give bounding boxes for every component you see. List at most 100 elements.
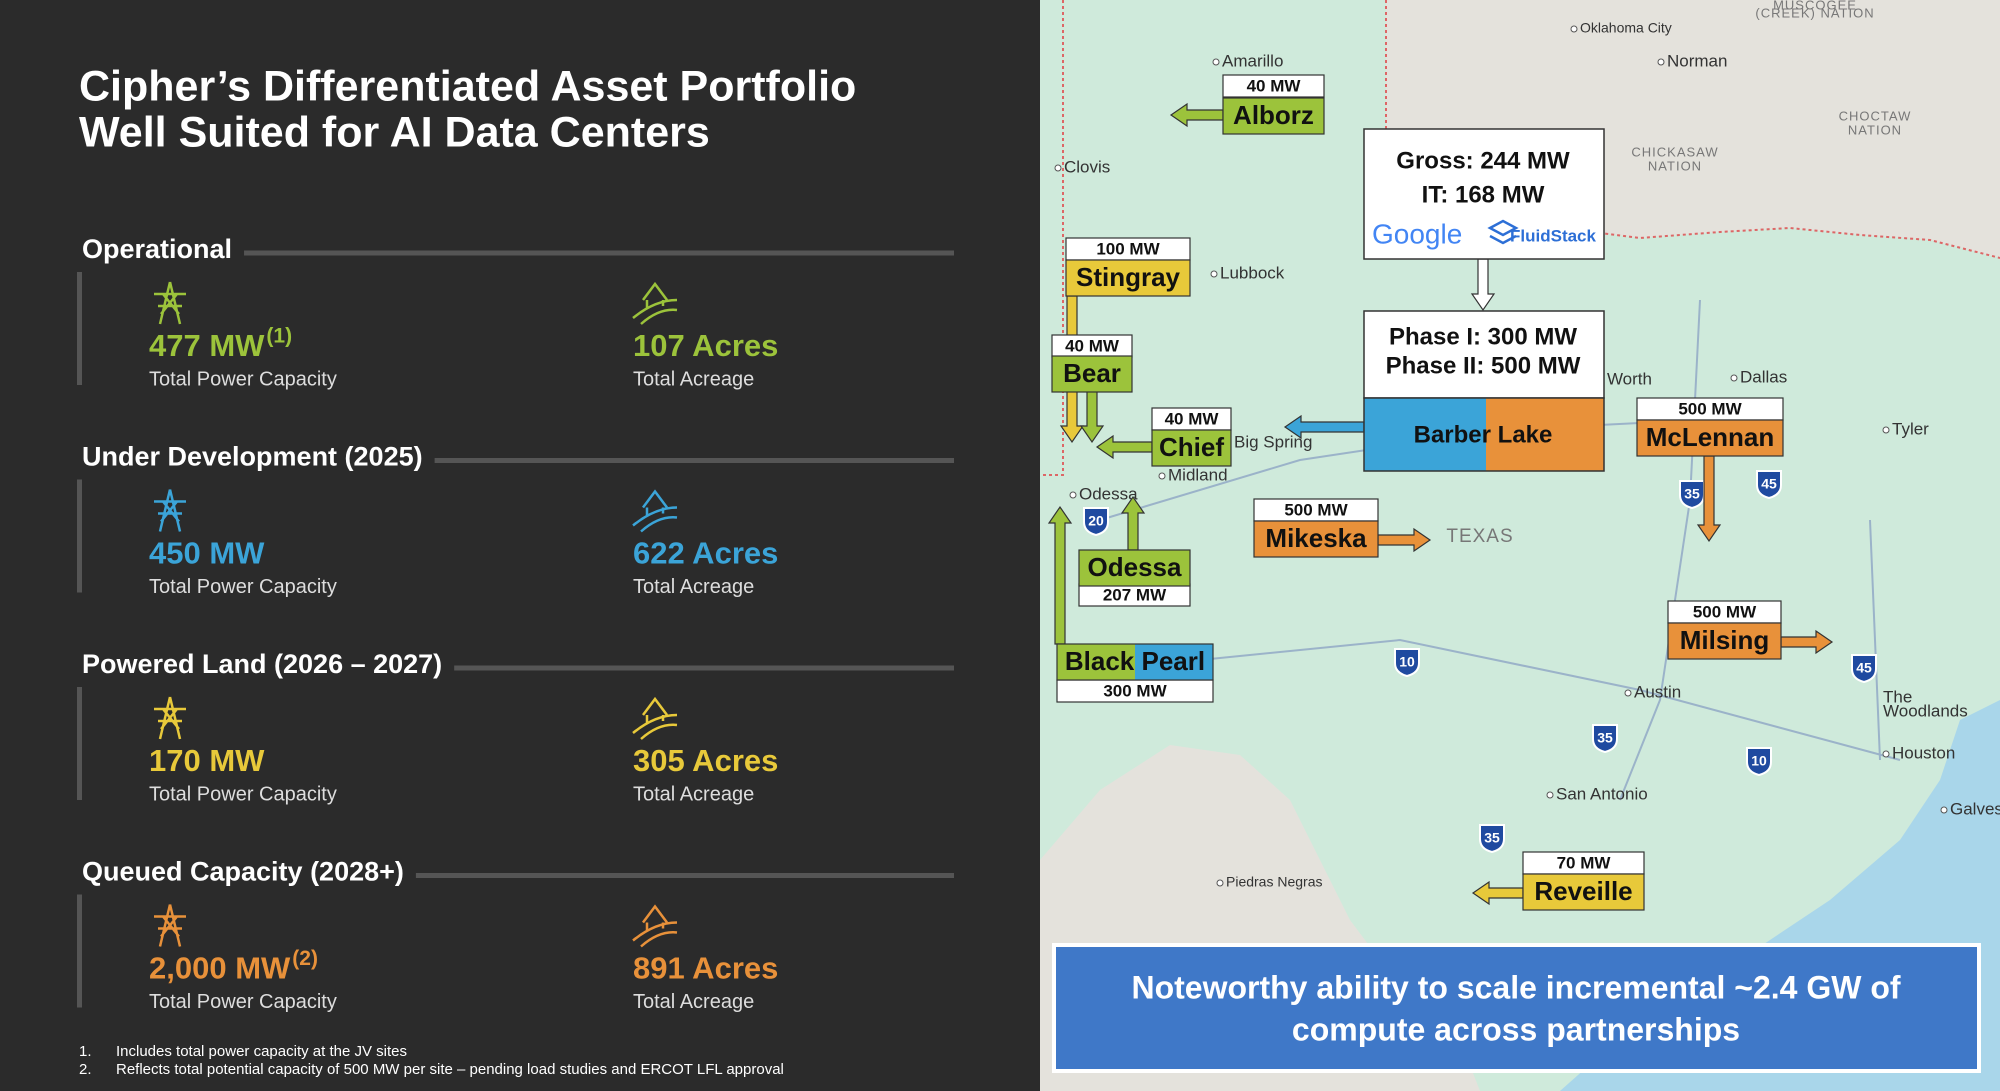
site-mw: 500 MW bbox=[1693, 602, 1757, 621]
site-mw: 40 MW bbox=[1165, 409, 1220, 428]
place-dot bbox=[1570, 25, 1578, 33]
state-border bbox=[1040, 0, 1064, 476]
jv-gross: Gross: 244 MW bbox=[1396, 147, 1570, 174]
site-mw: 70 MW bbox=[1557, 853, 1612, 872]
phase: Phase II: 500 MW bbox=[1386, 352, 1581, 379]
place-label: Midland bbox=[1168, 465, 1228, 484]
site-mw-box bbox=[1222, 74, 1325, 98]
arrow bbox=[1079, 389, 1105, 444]
place-dot bbox=[1210, 270, 1218, 278]
place-label: MUSCOGEE bbox=[1773, 0, 1857, 12]
site-name: Milsing bbox=[1680, 625, 1770, 655]
arrow bbox=[1120, 495, 1146, 551]
power-value: 2,000 MW bbox=[149, 951, 291, 986]
section-header: Queued Capacity (2028+) bbox=[82, 857, 404, 887]
callout-text: Noteworthy ability to scale incremental … bbox=[1131, 969, 1900, 1005]
place-label: Woodlands bbox=[1883, 701, 1968, 720]
site-box bbox=[1065, 259, 1191, 297]
interstate-shield bbox=[1756, 470, 1782, 500]
site-mw: 40 MW bbox=[1065, 336, 1120, 355]
arrow bbox=[1169, 102, 1224, 128]
place-dot bbox=[1054, 164, 1062, 172]
power-icon bbox=[154, 696, 186, 740]
place-dot bbox=[1940, 806, 1948, 814]
power-value: 450 MW bbox=[149, 536, 265, 571]
footnote-text: Includes total power capacity at the JV … bbox=[116, 1043, 407, 1060]
acreage-icon bbox=[632, 904, 678, 948]
callout-box bbox=[1052, 943, 1981, 1073]
power-label: Total Power Capacity bbox=[149, 991, 337, 1013]
shield-number: 45 bbox=[1856, 660, 1872, 676]
acreage-value: 107 Acres bbox=[633, 328, 778, 363]
section-bar bbox=[77, 479, 82, 593]
left-panel bbox=[0, 0, 1040, 1091]
power-label: Total Power Capacity bbox=[149, 368, 337, 390]
site-mw: 40 MW bbox=[1247, 76, 1302, 95]
place-label: NATION bbox=[1848, 122, 1902, 137]
shield-number: 35 bbox=[1684, 486, 1700, 502]
place-label: Galves bbox=[1950, 799, 2000, 818]
place-dot bbox=[1158, 472, 1166, 480]
site-mw: 500 MW bbox=[1678, 399, 1742, 418]
section-header: Powered Land (2026 – 2027) bbox=[82, 649, 442, 679]
title: Cipher’s Differentiated Asset Portfolio bbox=[79, 62, 856, 110]
power-label: Total Power Capacity bbox=[149, 576, 337, 598]
place-label: NATION bbox=[1648, 158, 1702, 173]
acreage-label: Total Acreage bbox=[633, 576, 754, 598]
arrow bbox=[1471, 880, 1524, 906]
place-label: Lubbock bbox=[1220, 263, 1285, 282]
partner: FluidStack bbox=[1510, 226, 1597, 245]
place-label: Clovis bbox=[1064, 157, 1110, 176]
acreage-label: Total Acreage bbox=[633, 991, 754, 1013]
place-label: The bbox=[1883, 687, 1912, 706]
power-icon bbox=[154, 281, 186, 325]
site-outline bbox=[1056, 643, 1214, 681]
site-box bbox=[1636, 419, 1784, 457]
place-label: Dallas bbox=[1740, 367, 1787, 386]
place-label: San Antonio bbox=[1556, 784, 1648, 803]
site-name: Black Pearl bbox=[1065, 646, 1205, 676]
acreage-value: 891 Acres bbox=[633, 951, 778, 986]
site-name: Alborz bbox=[1233, 100, 1314, 130]
arrow bbox=[1095, 434, 1153, 460]
section-bar bbox=[77, 687, 82, 800]
power-note: (2) bbox=[292, 947, 318, 970]
place-dot bbox=[1882, 426, 1890, 434]
site-box bbox=[1078, 549, 1191, 587]
interstate-shield bbox=[1083, 507, 1109, 537]
shield-number: 45 bbox=[1761, 476, 1777, 492]
place-label: Norman bbox=[1667, 51, 1727, 70]
power-value: 477 MW bbox=[149, 328, 265, 363]
shield-number: 35 bbox=[1484, 830, 1500, 846]
shield-number: 10 bbox=[1399, 654, 1415, 670]
shield-number: 20 bbox=[1088, 513, 1104, 529]
place-label: TEXAS bbox=[1446, 526, 1513, 547]
acreage-icon bbox=[632, 696, 678, 740]
acreage-value: 622 Acres bbox=[633, 536, 778, 571]
place-dot bbox=[1069, 491, 1077, 499]
site-name: Odessa bbox=[1088, 552, 1182, 582]
power-icon bbox=[154, 904, 186, 947]
interstate-shield bbox=[1479, 824, 1505, 854]
site-box bbox=[1135, 644, 1213, 680]
partner-icon bbox=[1487, 219, 1519, 245]
footnote-number: 1. bbox=[79, 1043, 92, 1060]
place-label: (CREEK) NATION bbox=[1755, 5, 1874, 20]
arrow bbox=[1696, 455, 1722, 543]
shield-number: 10 bbox=[1751, 753, 1767, 769]
interstate-shield bbox=[1746, 747, 1772, 777]
acreage-icon bbox=[632, 489, 678, 533]
place-label: Austin bbox=[1634, 682, 1681, 701]
arrow bbox=[1377, 527, 1432, 553]
site-box bbox=[1364, 398, 1486, 471]
place-dot bbox=[1624, 689, 1632, 697]
site-box bbox=[1486, 398, 1604, 471]
place-label: Big Spring bbox=[1234, 432, 1312, 451]
jv-box bbox=[1363, 128, 1605, 260]
phase-box bbox=[1363, 310, 1605, 399]
phase: Phase I: 300 MW bbox=[1389, 323, 1577, 350]
arrow bbox=[1047, 505, 1073, 645]
site-box bbox=[1222, 97, 1325, 135]
